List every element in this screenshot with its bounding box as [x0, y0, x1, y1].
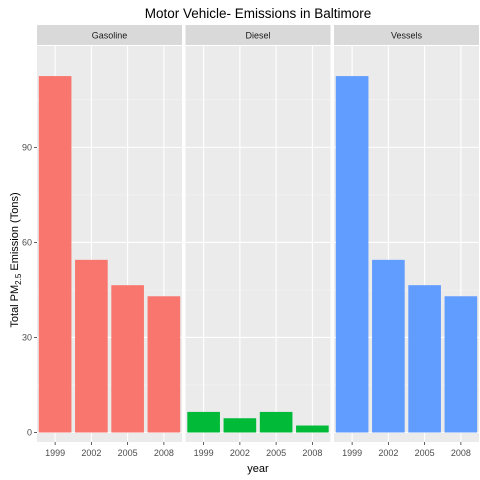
- x-tick-label: 2005: [415, 448, 435, 458]
- y-tick-label: 90: [22, 142, 32, 152]
- y-axis-title-subscript: 2.5: [14, 273, 23, 285]
- bar-vessels-2008: [444, 296, 478, 433]
- x-tick-label: 2008: [302, 448, 322, 458]
- y-axis: 0 30 60 90: [22, 142, 37, 437]
- facet-strip: [185, 25, 331, 45]
- x-tick-label: 2002: [230, 448, 250, 458]
- facet-panels: Gasoline 1999 2002 2005 2008 Diesel 1999 2002 20…: [37, 25, 479, 458]
- bar-diesel-2002: [223, 418, 257, 433]
- x-tick-label: 2002: [81, 448, 101, 458]
- facet-strip-label: Diesel: [245, 31, 270, 41]
- bar-vessels-1999: [335, 76, 369, 433]
- x-tick-label: 1999: [194, 448, 214, 458]
- facet-strip-label: Vessels: [391, 31, 423, 41]
- panel-background: [185, 46, 331, 442]
- x-tick-label: 2005: [266, 448, 286, 458]
- bar-vessels-2005: [408, 285, 441, 433]
- facet-strip: [334, 25, 479, 45]
- bar-diesel-1999: [187, 411, 220, 433]
- chart-title: Motor Vehicle- Emissions in Baltimore: [145, 6, 372, 21]
- bar-diesel-2008: [296, 425, 329, 433]
- y-tick-label: 60: [22, 237, 32, 247]
- x-tick-label: 2002: [378, 448, 398, 458]
- x-tick-label: 2008: [451, 448, 471, 458]
- y-axis-title-suffix: Emission (Tons): [9, 192, 21, 273]
- x-tick-label: 2005: [118, 448, 138, 458]
- bar-gasoline-2005: [111, 285, 144, 433]
- bar-vessels-2002: [372, 259, 405, 433]
- x-tick-label: 2008: [154, 448, 174, 458]
- x-tick-label: 1999: [45, 448, 65, 458]
- facet-strip: [37, 25, 182, 45]
- bar-diesel-2005: [259, 411, 293, 433]
- facet-panel-vessels: Vessels 1999 2002 2005 2008: [334, 25, 479, 458]
- y-axis-title: Total PM2.5 Emission (Tons): [9, 192, 23, 327]
- x-tick-label: 1999: [342, 448, 362, 458]
- bar-gasoline-2008: [147, 296, 181, 433]
- y-tick-label: 30: [22, 332, 32, 342]
- bar-gasoline-1999: [38, 76, 72, 433]
- facet-panel-diesel: Diesel 1999 2002 2005 2008: [185, 25, 331, 458]
- x-axis-title: year: [247, 463, 269, 475]
- y-axis-title-prefix: Total PM: [9, 285, 21, 328]
- facet-strip-label: Gasoline: [92, 31, 128, 41]
- bar-gasoline-2002: [75, 259, 108, 433]
- facet-panel-gasoline: Gasoline 1999 2002 2005 2008: [37, 25, 182, 458]
- y-tick-label: 0: [27, 427, 32, 437]
